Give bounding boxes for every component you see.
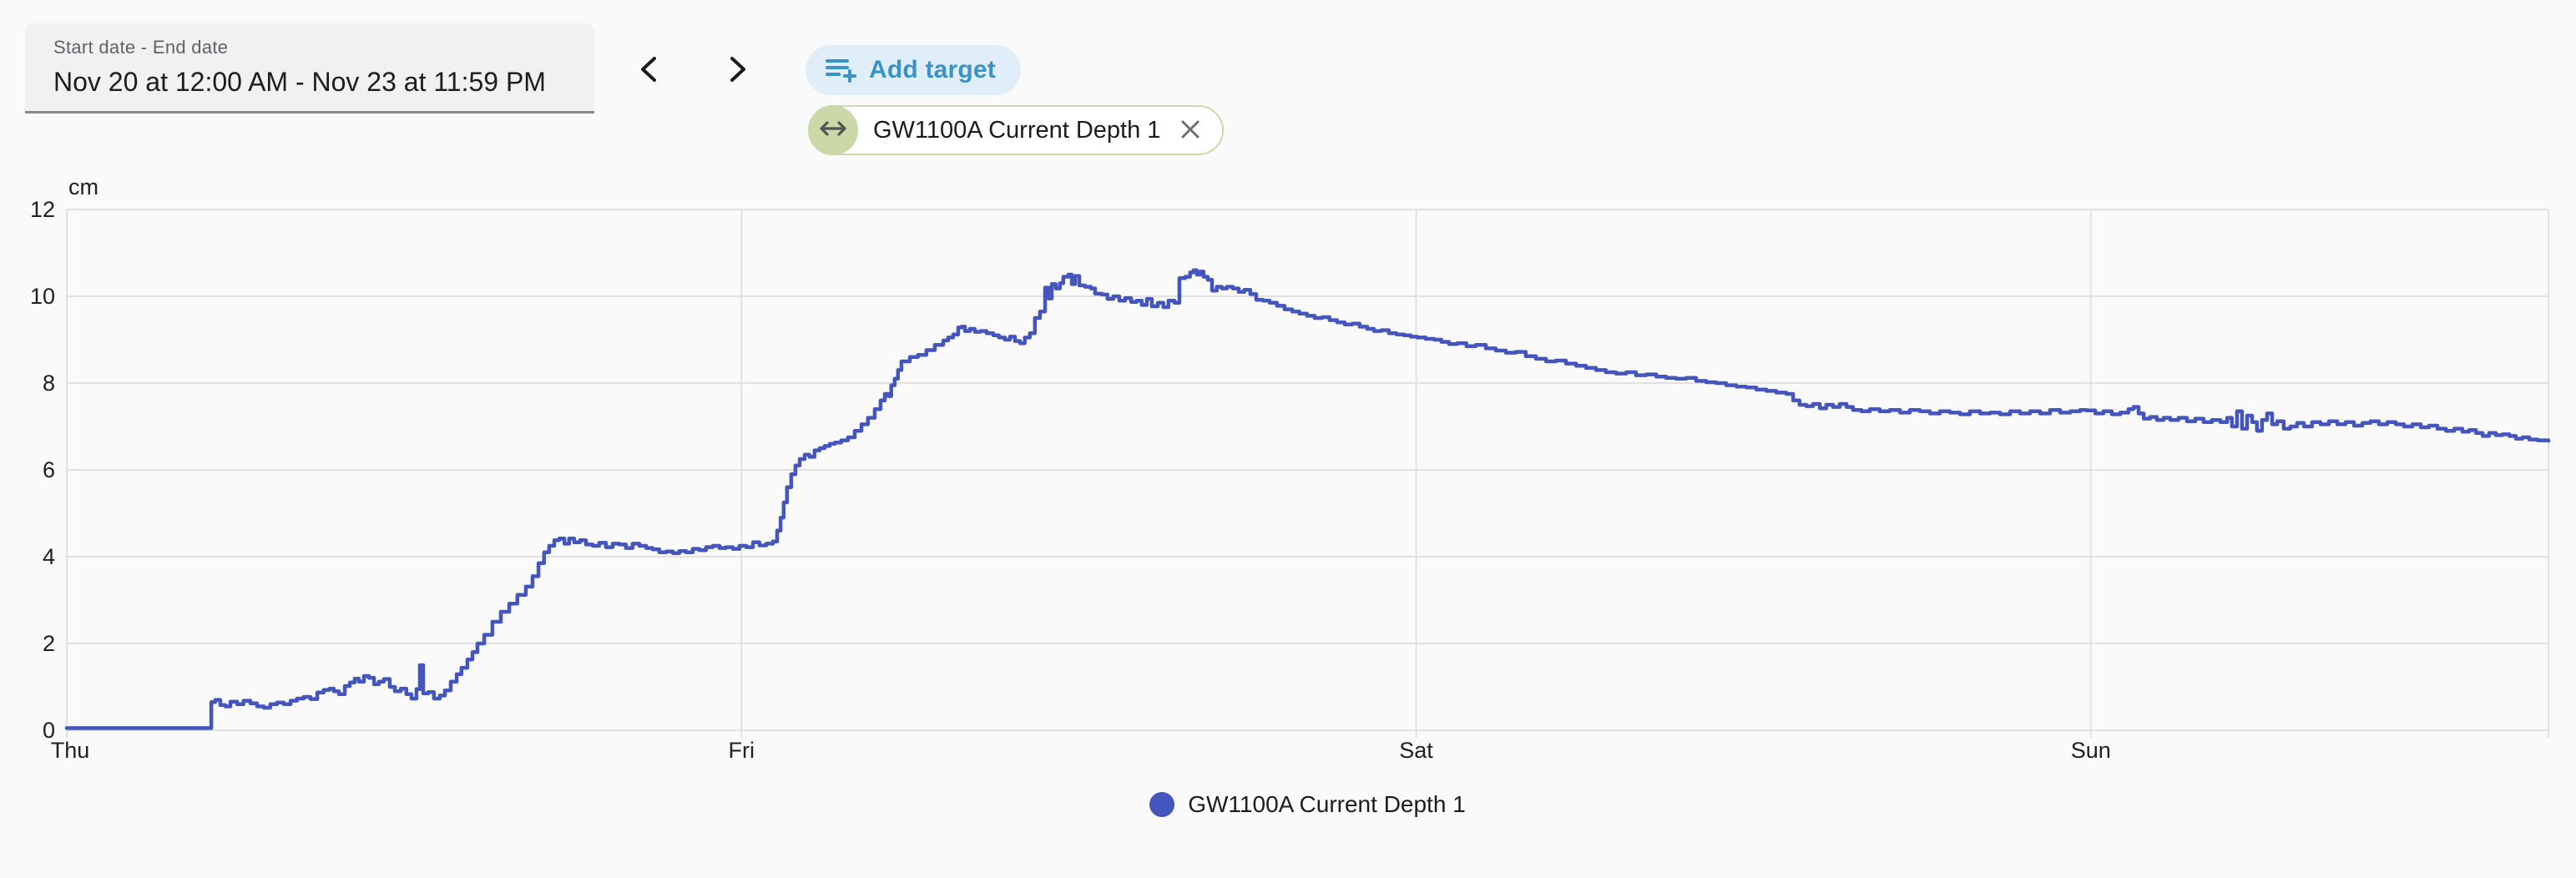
arrow-left-right-icon [818, 119, 848, 143]
y-tick-label: 12 [30, 197, 55, 222]
y-tick-label: 6 [43, 457, 55, 482]
playlist-add-icon [824, 55, 857, 86]
entity-chip[interactable]: GW1100A Current Depth 1 [808, 105, 1225, 155]
date-range-label: Start date - End date [53, 37, 229, 58]
entity-chip-label: GW1100A Current Depth 1 [873, 116, 1161, 144]
x-tick-label: Sat [1399, 738, 1433, 763]
y-tick-label: 2 [43, 631, 55, 656]
chip-close-button[interactable] [1172, 112, 1209, 149]
chevron-left-icon [634, 54, 664, 84]
add-target-label: Add target [869, 56, 996, 83]
close-icon [1179, 118, 1202, 144]
chip-avatar [808, 105, 858, 155]
add-target-button[interactable]: Add target [806, 45, 1021, 95]
y-axis-unit-label: cm [68, 174, 98, 199]
y-tick-label: 4 [43, 544, 55, 569]
x-tick-label: Thu [51, 738, 90, 763]
y-tick-label: 10 [30, 284, 55, 309]
legend-series-dot [1149, 792, 1175, 817]
series-line [64, 268, 2551, 730]
x-tick-label: Fri [729, 738, 755, 763]
next-period-button[interactable] [711, 43, 763, 95]
date-range-value: Nov 20 at 12:00 AM - Nov 23 at 11:59 PM [53, 67, 546, 97]
chevron-right-icon [722, 54, 752, 84]
x-tick-label: Sun [2071, 738, 2111, 763]
date-range-field[interactable]: Start date - End date Nov 20 at 12:00 AM… [25, 23, 594, 114]
chart-legend[interactable]: GW1100A Current Depth 1 [67, 783, 2548, 826]
y-tick-label: 0 [43, 718, 55, 743]
y-tick-label: 8 [43, 371, 55, 396]
previous-period-button[interactable] [624, 43, 675, 95]
legend-series-label: GW1100A Current Depth 1 [1188, 791, 1466, 817]
